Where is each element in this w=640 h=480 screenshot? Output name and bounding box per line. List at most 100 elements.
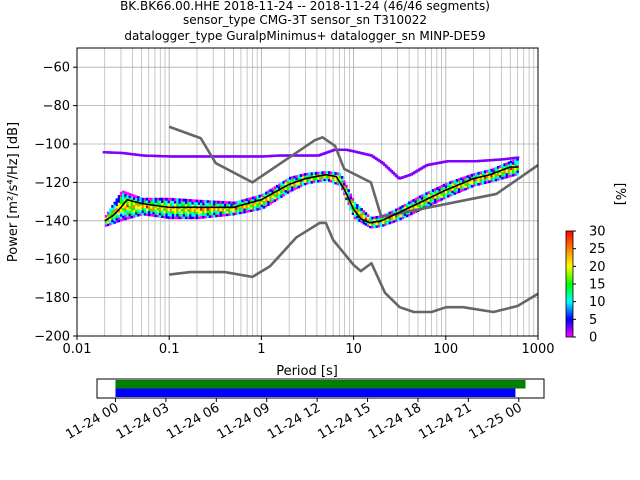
density-cell: [427, 201, 431, 205]
density-cell: [271, 197, 275, 201]
density-cell: [273, 188, 277, 192]
density-cell: [490, 176, 493, 180]
density-cell: [154, 212, 158, 215]
density-cell: [401, 207, 405, 211]
density-cell: [462, 183, 465, 187]
density-cell: [189, 209, 192, 212]
density-cell: [241, 206, 244, 210]
density-cell: [161, 207, 164, 211]
density-cell: [429, 197, 433, 201]
density-cell: [171, 216, 175, 220]
density-cell: [126, 192, 129, 195]
density-cell: [187, 216, 190, 220]
density-cell: [163, 210, 166, 214]
density-cell: [206, 200, 210, 204]
density-cell: [343, 190, 346, 193]
density-cell: [117, 217, 121, 220]
density-cell: [295, 177, 298, 181]
density-cell: [512, 162, 515, 165]
density-cell: [444, 193, 448, 196]
density-cell: [145, 210, 149, 214]
density-cell: [436, 197, 439, 201]
density-cell: [295, 175, 298, 178]
y-tick-label: −80: [43, 99, 70, 114]
density-cell: [453, 187, 457, 190]
density-cell: [163, 197, 166, 201]
density-cell: [187, 203, 190, 207]
density-cell: [468, 176, 472, 180]
density-cell: [349, 196, 353, 200]
density-cell: [152, 197, 155, 201]
density-cell: [171, 208, 175, 212]
density-cell: [477, 177, 480, 181]
density-cell: [501, 164, 504, 168]
colorbar-tick-label: 5: [589, 313, 597, 328]
density-cell: [418, 203, 422, 206]
density-cell: [291, 178, 294, 182]
density-cell: [325, 175, 329, 179]
density-cell: [158, 200, 162, 203]
density-cell: [496, 175, 500, 179]
density-cell: [122, 195, 125, 199]
density-cell: [334, 179, 337, 183]
density-cell: [353, 216, 357, 220]
density-cell: [228, 213, 231, 216]
density-cell: [232, 204, 236, 208]
density-cell: [386, 219, 389, 223]
density-cell: [119, 196, 123, 200]
density-cell: [148, 213, 151, 217]
density-cell: [139, 199, 142, 203]
density-cell: [271, 200, 275, 204]
density-cell: [119, 211, 123, 215]
timeline-bar: [115, 380, 526, 389]
density-cell: [260, 201, 264, 205]
density-cell: [362, 217, 366, 220]
density-cell: [410, 202, 413, 206]
density-cell: [501, 166, 504, 170]
density-cell: [245, 210, 249, 213]
density-cell: [421, 202, 424, 205]
density-cell: [291, 188, 294, 192]
timeline-tick-label: 11-24 21: [416, 400, 474, 442]
title-line-3: datalogger_type GuralpMinimus+ datalogge…: [124, 29, 485, 43]
density-cell: [353, 201, 357, 205]
density-cell: [117, 195, 121, 198]
density-cell: [414, 210, 418, 214]
density-cell: [215, 214, 218, 218]
plot-area: [77, 48, 538, 336]
density-cell: [414, 197, 418, 201]
density-cell: [150, 208, 153, 212]
density-cell: [165, 215, 168, 219]
density-cell: [269, 201, 272, 205]
density-cell: [113, 211, 116, 215]
density-cell: [399, 217, 402, 221]
density-cell: [106, 211, 110, 215]
density-cell: [351, 212, 355, 215]
density-cell: [288, 176, 292, 180]
density-cell: [269, 191, 272, 195]
density-cell: [124, 212, 127, 215]
density-cell: [280, 194, 283, 198]
density-cell: [486, 177, 489, 181]
density-cell: [126, 201, 129, 205]
density-cell: [145, 200, 149, 204]
density-cell: [163, 202, 166, 206]
density-cell: [503, 163, 506, 167]
density-cell: [492, 170, 496, 173]
density-cell: [243, 208, 246, 211]
density-cell: [232, 212, 236, 216]
density-cell: [418, 205, 422, 209]
density-cell: [492, 177, 496, 180]
density-cell: [193, 209, 197, 212]
density-cell: [358, 206, 361, 209]
density-cell: [453, 179, 457, 183]
density-cell: [150, 213, 153, 217]
density-cell: [351, 197, 355, 201]
timeline-tick-label: 11-24 12: [265, 400, 323, 442]
density-cell: [117, 197, 121, 201]
density-cell: [256, 205, 259, 209]
density-cell: [479, 179, 483, 183]
density-cell: [130, 198, 134, 202]
density-cell: [228, 210, 231, 214]
density-cell: [444, 195, 448, 199]
